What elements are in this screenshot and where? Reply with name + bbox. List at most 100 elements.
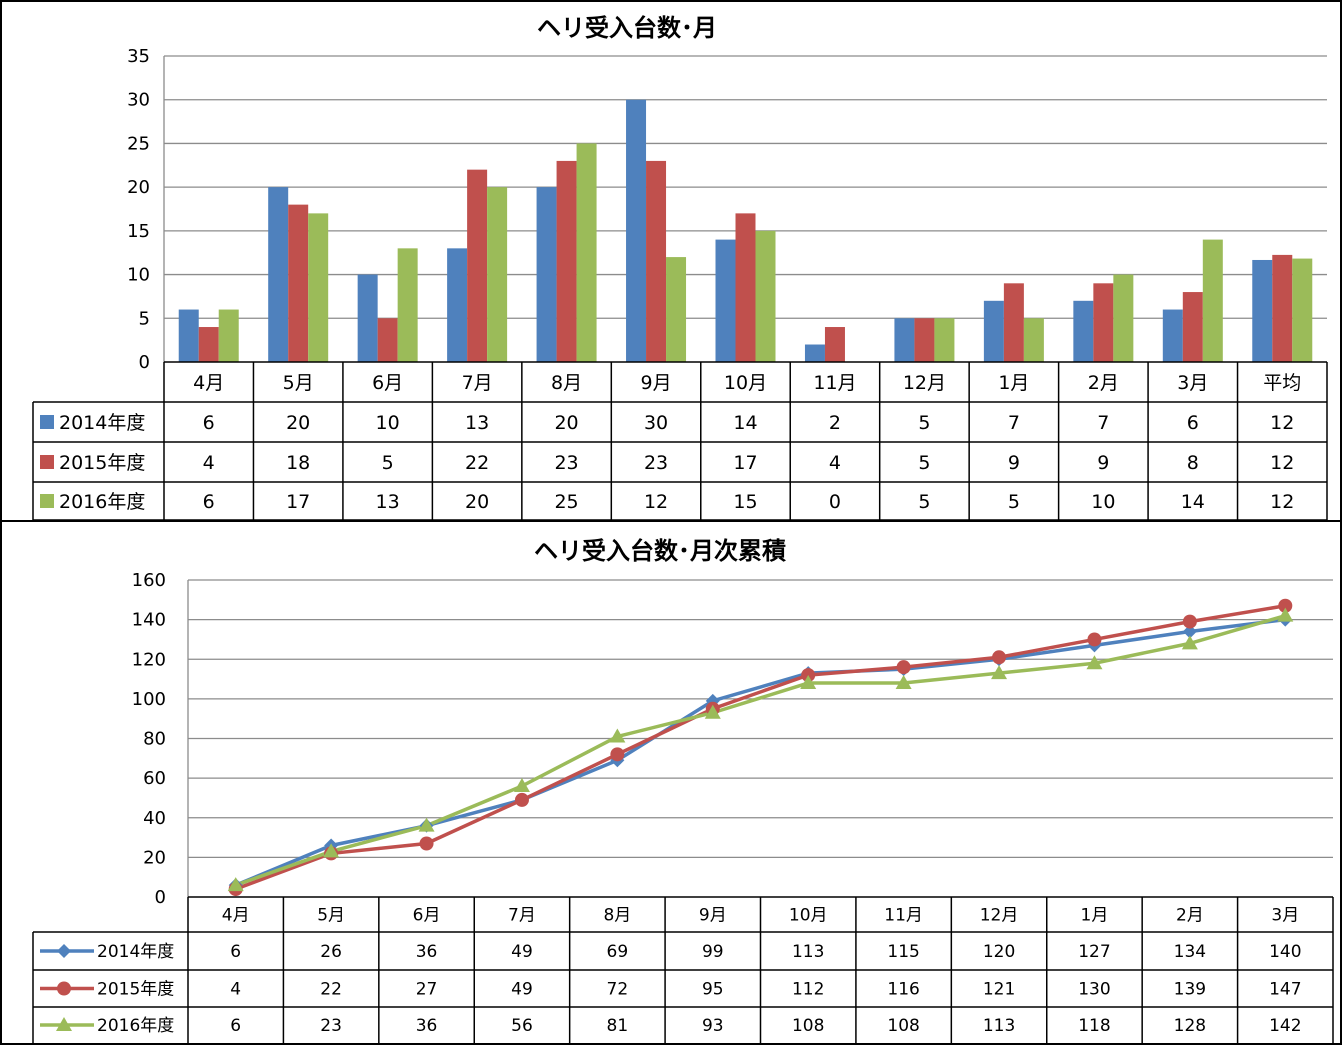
data-cell: 128 xyxy=(1174,1016,1206,1036)
data-point xyxy=(418,817,435,832)
line-chart-y-axis: 0 20 40 60 80 100 120 140 160 xyxy=(132,570,166,908)
bar xyxy=(268,187,289,362)
y-tick-label: 20 xyxy=(143,847,166,868)
bar xyxy=(377,318,398,362)
data-cell: 6 xyxy=(203,412,215,434)
bar xyxy=(1162,309,1183,362)
data-point xyxy=(1181,635,1198,650)
data-cell: 36 xyxy=(416,942,438,962)
data-point xyxy=(1086,655,1103,670)
data-point xyxy=(323,843,340,858)
x-category-label: 7月 xyxy=(462,372,493,394)
x-category-label: 11月 xyxy=(813,372,856,394)
data-cell: 116 xyxy=(887,980,919,1000)
line-chart-title: ヘリ受入台数･月次累積 xyxy=(534,537,786,565)
legend-label: 2016年度 xyxy=(97,1016,174,1036)
bar-chart-bars xyxy=(178,99,1313,362)
x-category-label: 11月 xyxy=(884,906,923,926)
data-cell: 118 xyxy=(1078,1016,1110,1036)
data-cell: 36 xyxy=(416,1016,438,1036)
data-cell: 49 xyxy=(511,942,533,962)
legend-label: 2015年度 xyxy=(97,980,174,1000)
bar xyxy=(467,169,488,362)
x-category-label: 10月 xyxy=(789,906,828,926)
data-cell: 12 xyxy=(644,491,668,513)
bar xyxy=(178,309,199,362)
bar xyxy=(804,344,825,362)
data-cell: 142 xyxy=(1269,1016,1301,1036)
x-category-label: 12月 xyxy=(980,906,1019,926)
data-point xyxy=(56,1017,72,1031)
bar xyxy=(824,327,845,362)
data-cell: 22 xyxy=(465,452,489,474)
data-cell: 12 xyxy=(1270,491,1294,513)
x-category-label: 2月 xyxy=(1176,906,1204,926)
data-cell: 140 xyxy=(1269,942,1301,962)
data-point xyxy=(609,728,626,743)
data-cell: 4 xyxy=(230,980,241,1000)
legend-label: 2014年度 xyxy=(97,942,174,962)
y-tick-label: 15 xyxy=(127,221,150,242)
x-category-label: 5月 xyxy=(283,372,314,394)
data-point xyxy=(800,675,817,690)
x-category-label: 3月 xyxy=(1271,906,1299,926)
data-point xyxy=(1278,598,1293,613)
bar xyxy=(914,318,935,362)
data-cell: 134 xyxy=(1174,942,1206,962)
data-cell: 10 xyxy=(1091,491,1115,513)
data-cell: 99 xyxy=(702,942,724,962)
bar xyxy=(198,327,219,362)
data-cell: 7 xyxy=(1097,412,1109,434)
x-category-label: 5月 xyxy=(317,906,345,926)
data-point xyxy=(57,944,71,958)
data-cell: 5 xyxy=(918,412,930,434)
y-tick-label: 20 xyxy=(127,177,150,198)
bar xyxy=(1023,318,1044,362)
data-cell: 120 xyxy=(983,942,1015,962)
line-chart: ヘリ受入台数･月次累積 0 20 40 60 80 100 120 140 160 4月 5月 6月… xyxy=(32,537,1334,1043)
data-cell: 7 xyxy=(1008,412,1020,434)
legend-key xyxy=(40,494,54,508)
data-cell: 113 xyxy=(792,942,824,962)
bar xyxy=(1093,283,1114,362)
data-cell: 6 xyxy=(1187,412,1199,434)
data-cell: 6 xyxy=(230,1016,241,1036)
y-tick-label: 0 xyxy=(155,887,166,908)
x-category-label: 8月 xyxy=(603,906,631,926)
data-cell: 20 xyxy=(465,491,489,513)
line-chart-gridlines xyxy=(187,579,1333,897)
x-category-label: 1月 xyxy=(1081,906,1109,926)
data-cell: 9 xyxy=(1097,452,1109,474)
y-tick-label: 40 xyxy=(143,808,166,829)
data-cell: 72 xyxy=(607,980,629,1000)
data-cell: 81 xyxy=(607,1016,629,1036)
data-point xyxy=(1277,607,1294,622)
data-cell: 112 xyxy=(792,980,824,1000)
x-category-label: 6月 xyxy=(372,372,403,394)
data-cell: 10 xyxy=(376,412,400,434)
x-category-label: 7月 xyxy=(508,906,536,926)
data-point xyxy=(57,981,71,996)
data-cell: 14 xyxy=(733,412,757,434)
data-point xyxy=(896,660,911,675)
data-cell: 27 xyxy=(416,980,438,1000)
data-cell: 18 xyxy=(286,452,310,474)
data-cell: 121 xyxy=(983,980,1015,1000)
bar xyxy=(1182,292,1203,362)
bar xyxy=(626,99,647,362)
data-cell: 23 xyxy=(554,452,578,474)
bar xyxy=(983,300,1004,362)
data-point xyxy=(992,650,1007,665)
series-line xyxy=(235,613,1286,887)
x-category-label: 12月 xyxy=(903,372,946,394)
data-point xyxy=(419,836,434,851)
y-tick-label: 80 xyxy=(143,729,166,750)
data-cell: 15 xyxy=(733,491,757,513)
bar-chart-y-axis: 0 5 10 15 20 25 30 35 xyxy=(127,46,150,373)
data-cell: 14 xyxy=(1181,491,1205,513)
bar xyxy=(894,318,915,362)
data-cell: 147 xyxy=(1269,980,1301,1000)
data-cell: 13 xyxy=(376,491,400,513)
data-point xyxy=(1087,632,1102,647)
